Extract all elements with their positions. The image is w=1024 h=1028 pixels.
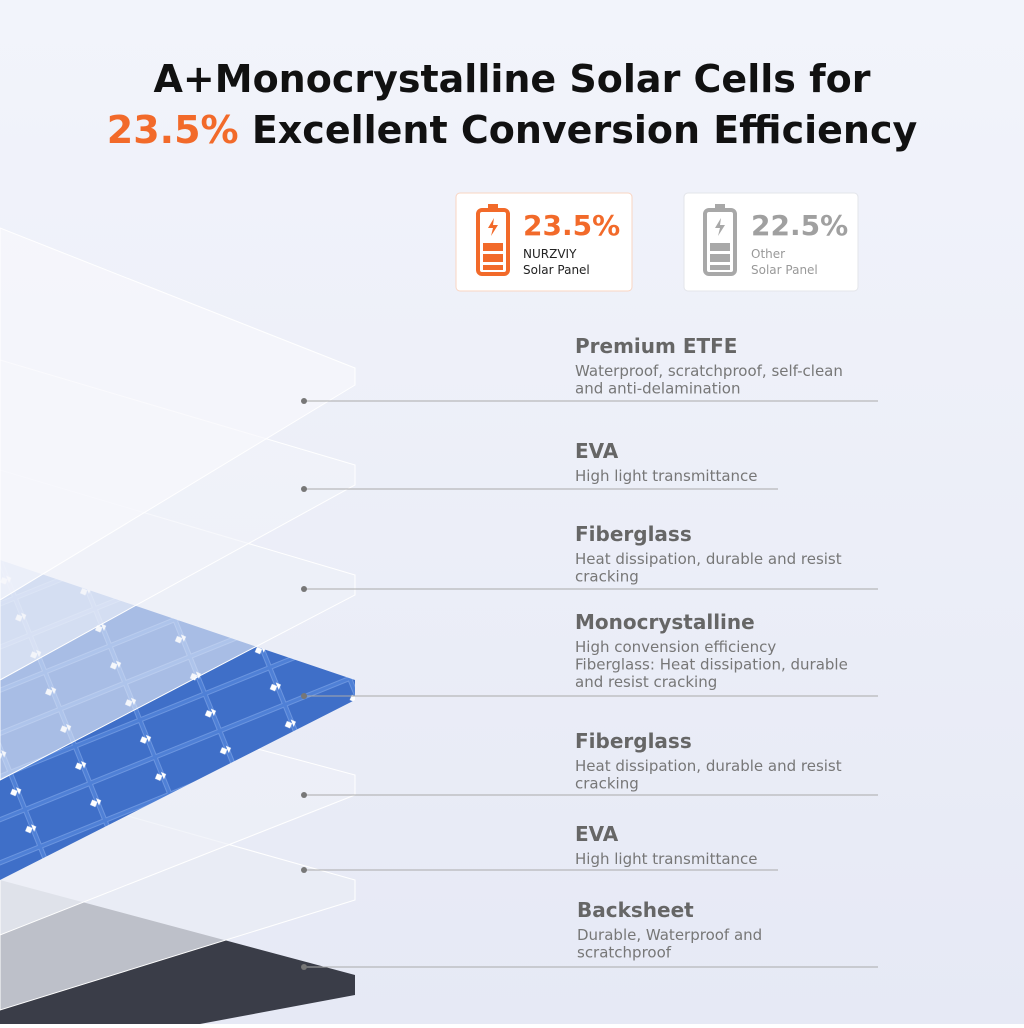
layer-description: Heat dissipation, durable and resist — [575, 757, 842, 775]
card-other: 22.5% Other Solar Panel — [683, 192, 859, 292]
panel-stack — [0, 227, 356, 1024]
card-nurzviy: 23.5% NURZVIY Solar Panel — [455, 192, 633, 292]
leader-dot — [301, 398, 307, 404]
layer-title: Monocrystalline — [575, 610, 755, 634]
leader-dot — [301, 792, 307, 798]
title-rest: Excellent Conversion Efficiency — [252, 108, 918, 152]
layer-description: scratchproof — [577, 944, 672, 962]
card-brand: NURZVIY — [523, 247, 577, 261]
layer-title: Premium ETFE — [575, 334, 737, 358]
layer-title: Backsheet — [577, 898, 694, 922]
title-highlight: 23.5% — [107, 108, 239, 152]
layer-description: and resist cracking — [575, 673, 717, 691]
layer-title: Fiberglass — [575, 729, 692, 753]
card-value: 23.5% — [523, 209, 620, 242]
layer-description: Durable, Waterproof and — [577, 926, 762, 944]
layer-description: Waterproof, scratchproof, self-clean — [575, 362, 843, 380]
layer-description: Fiberglass: Heat dissipation, durable — [575, 656, 848, 674]
layer-description: High light transmittance — [575, 850, 758, 868]
leader-dot — [301, 867, 307, 873]
leader-dot — [301, 964, 307, 970]
title-line1: A+Monocrystalline Solar Cells for — [154, 57, 871, 101]
leader-dot — [301, 693, 307, 699]
layer-description: High light transmittance — [575, 467, 758, 485]
card-label: Solar Panel — [751, 263, 818, 277]
layer-description: cracking — [575, 775, 639, 793]
title-line2: 23.5% Excellent Conversion Efficiency — [107, 108, 918, 152]
layer-title: EVA — [575, 822, 619, 846]
layer-description: and anti-delamination — [575, 380, 740, 398]
layer-title: Fiberglass — [575, 522, 692, 546]
layer-list: Premium ETFE Waterproof, scratchproof, se… — [301, 334, 878, 970]
layer-description: High convension efficiency — [575, 638, 776, 656]
card-value: 22.5% — [751, 209, 848, 242]
card-label: Solar Panel — [523, 263, 590, 277]
layer-title: EVA — [575, 439, 619, 463]
layer-description: Heat dissipation, durable and resist — [575, 550, 842, 568]
card-brand: Other — [751, 247, 785, 261]
layer-description: cracking — [575, 568, 639, 586]
leader-dot — [301, 486, 307, 492]
leader-dot — [301, 586, 307, 592]
